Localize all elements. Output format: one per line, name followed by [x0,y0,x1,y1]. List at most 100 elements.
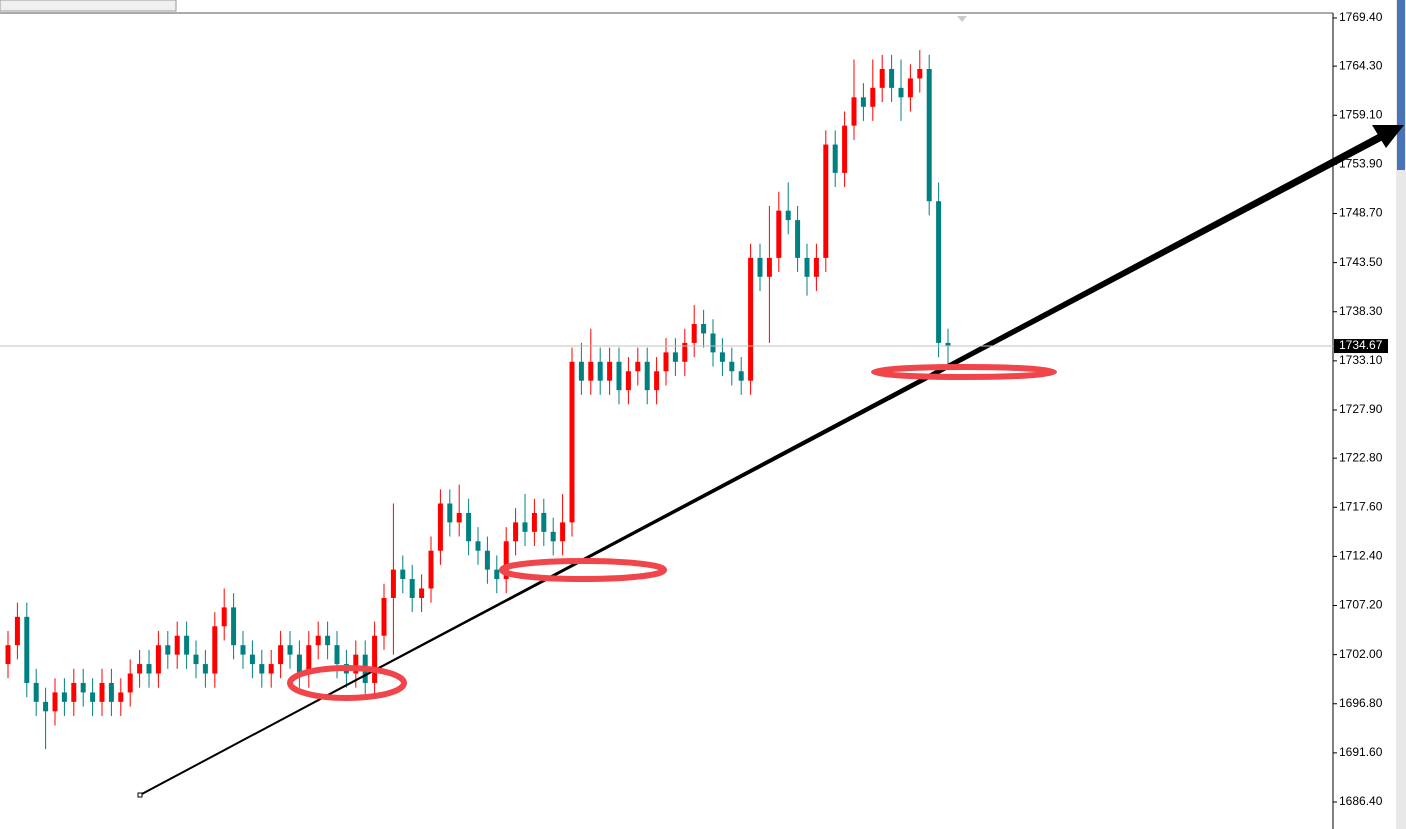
candle-body [306,645,312,674]
candle-body [889,68,895,88]
candle-body [419,588,425,598]
y-tick-label: 1759.10 [1339,107,1383,121]
candle-body [400,569,406,580]
candle-body [635,361,641,372]
candle-body [61,692,67,702]
candle-body [842,125,848,173]
y-tick-label: 1764.30 [1339,58,1383,72]
candle-body [503,541,509,580]
candle-body [381,597,387,636]
candle-body [936,201,942,343]
last-price-label: 1734.67 [1339,338,1383,352]
candle-body [766,257,772,277]
y-tick-label: 1753.90 [1339,157,1383,171]
candle-body [456,512,462,523]
y-tick-label: 1738.30 [1339,304,1383,318]
candle-body [522,522,528,532]
candle-body [325,635,331,646]
y-tick-label: 1717.60 [1339,499,1383,513]
y-tick-label: 1743.50 [1339,255,1383,269]
candle-body [475,541,481,551]
y-tick-label: 1769.40 [1339,10,1383,24]
y-tick-label: 1727.90 [1339,402,1383,416]
candle-body [719,352,725,362]
candle-body [33,682,39,702]
y-tick-label: 1702.00 [1339,647,1383,661]
candle-body [860,97,866,107]
y-tick-label: 1707.20 [1339,598,1383,612]
candle-body [691,324,697,343]
candle-body [531,512,537,532]
candle-body [99,682,105,702]
candle-body [43,701,49,712]
candle-body [607,361,613,381]
candle-body [578,361,584,381]
candle-body [447,503,453,523]
candle-body [616,361,622,391]
candle-body [625,371,631,391]
scrollbar-thumb[interactable] [1397,0,1405,170]
candle-body [710,333,716,353]
candle-body [409,579,415,598]
candle-body [823,144,829,258]
candle-body [287,645,293,655]
y-tick-label: 1712.40 [1339,549,1383,563]
candle-body [80,682,86,693]
y-tick-label: 1748.70 [1339,206,1383,220]
candle-body [926,68,932,202]
candle-body [541,512,547,532]
candle-body [108,682,114,702]
candle-body [898,87,904,98]
candle-body [184,635,190,655]
candle-body [597,361,603,381]
candle-body [729,361,735,372]
support-circle [871,364,1057,380]
candle-body [268,664,274,674]
candle-body [118,692,124,702]
candle-body [372,635,378,683]
candle-body [776,210,782,258]
support-circle [287,665,407,701]
candle-body [644,361,650,391]
candle-body [202,664,208,674]
candle-body [569,361,575,523]
candle-body [278,645,284,665]
candle-body [663,352,669,372]
candle-body [494,569,500,580]
y-tick-label: 1696.80 [1339,696,1383,710]
candle-body [748,257,754,381]
timeframe-toolbar[interactable] [0,0,177,12]
scrollbar[interactable] [1396,0,1406,829]
candle-body [757,257,763,277]
candle-body [945,342,951,347]
candle-body [832,144,838,173]
anchor-point[interactable] [137,792,143,798]
y-tick-label: 1686.40 [1339,794,1383,808]
candle-body [155,645,161,674]
candle-body [870,87,876,107]
candle-body [127,673,133,693]
candle-body [146,664,152,674]
candles [5,50,951,750]
candle-body [71,682,77,702]
candle-body [296,654,302,674]
candle-body [738,371,744,381]
shift-marker [957,16,967,22]
y-tick-label: 1722.80 [1339,450,1383,464]
candle-body [249,654,255,665]
candle-body [390,569,396,598]
candle-body [24,616,30,683]
y-tick-label: 1691.60 [1339,745,1383,759]
trend-arrow-head [1372,125,1404,148]
y-tick-label: 1733.10 [1339,353,1383,367]
candle-body [14,616,20,646]
candle-body [550,531,556,542]
candle-body [428,550,434,589]
candle-body [813,257,819,277]
candle-body [701,324,707,334]
candle-body [672,352,678,362]
candle-body [851,97,857,126]
candle-body [804,257,810,277]
